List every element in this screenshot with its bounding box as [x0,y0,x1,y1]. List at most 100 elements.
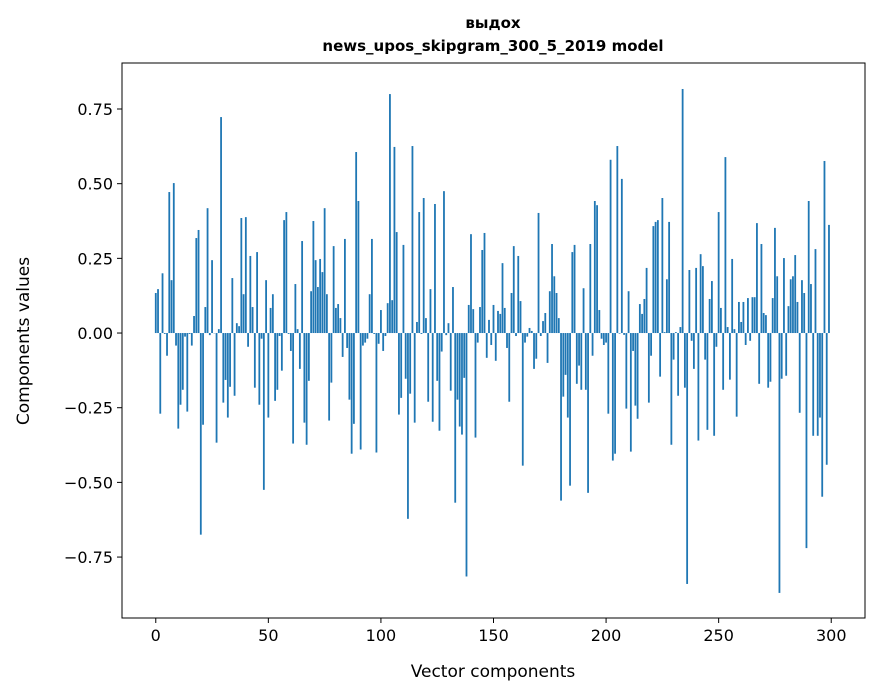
bar-component-254 [727,327,729,333]
bar-component-183 [567,333,569,418]
bar-component-59 [288,333,290,334]
bar-component-131 [450,333,452,391]
bar-component-37 [238,326,240,333]
bar-component-225 [661,198,663,333]
bar-component-249 [715,333,717,347]
bar-component-250 [718,212,720,333]
bar-component-118 [421,333,423,334]
bar-component-88 [353,333,355,424]
bar-component-121 [427,333,429,402]
bar-component-202 [610,160,612,333]
bar-component-55 [279,333,281,336]
bar-component-219 [648,333,650,403]
bar-component-32 [227,333,229,418]
bar-component-218 [646,268,648,333]
bar-component-33 [229,333,231,387]
bar-component-299 [828,225,830,333]
y-tick-label: 0.50 [77,175,113,194]
y-axis-ticks: −0.75−0.50−0.250.000.250.500.75 [64,100,122,567]
bar-component-86 [349,333,351,400]
bar-component-224 [659,333,661,377]
bar-component-197 [598,310,600,333]
bar-component-237 [688,270,690,333]
bar-component-242 [700,254,702,333]
bar-component-47 [261,333,263,339]
bar-component-133 [454,333,456,503]
bar-component-186 [574,245,576,333]
bar-component-223 [657,220,659,333]
x-tick-label: 250 [703,626,734,645]
bar-component-266 [754,297,756,333]
bar-component-30 [222,333,224,403]
bar-component-141 [472,309,474,333]
bar-component-298 [826,333,828,465]
bar-component-154 [502,263,504,333]
bar-component-99 [378,333,380,344]
bar-component-68 [308,333,310,381]
bar-component-287 [801,280,803,333]
bar-component-201 [607,333,609,414]
bar-component-49 [265,280,267,333]
bar-component-168 [533,333,535,369]
bar-component-200 [605,333,607,343]
bar-component-11 [180,333,182,405]
bar-component-43 [252,307,254,333]
bar-component-161 [517,256,519,333]
bar-component-41 [247,333,249,347]
y-tick-label: 0.00 [77,324,113,343]
bar-component-294 [817,333,819,436]
bar-component-267 [756,223,758,333]
bar-component-45 [256,252,258,333]
bar-component-77 [328,333,330,421]
bar-component-271 [765,315,767,333]
bar-component-286 [799,333,801,413]
bar-component-292 [812,333,814,436]
x-tick-label: 200 [591,626,622,645]
y-tick-label: 0.75 [77,100,113,119]
bar-component-109 [400,333,402,398]
bar-component-291 [810,284,812,333]
bar-component-240 [695,268,697,333]
bar-component-235 [684,333,686,388]
bar-component-128 [443,191,445,333]
bar-component-270 [763,313,765,333]
bar-component-136 [461,333,463,435]
bar-component-238 [691,333,693,341]
bar-component-148 [488,320,490,333]
bar-component-176 [551,244,553,333]
bar-component-228 [668,222,670,333]
bar-component-236 [686,333,688,584]
bar-component-222 [655,222,657,333]
bar-component-144 [479,307,481,333]
y-tick-label: 0.25 [77,249,113,268]
bar-component-211 [630,333,632,452]
bar-component-137 [463,333,465,378]
bar-component-196 [596,205,598,333]
bar-component-53 [274,333,276,401]
bar-component-89 [355,152,357,333]
bar-component-134 [457,333,459,400]
bar-component-296 [821,333,823,497]
bar-component-231 [675,332,677,333]
bar-component-178 [556,293,558,333]
bar-component-208 [623,333,625,335]
bar-component-14 [186,333,188,412]
bar-component-74 [321,272,323,333]
bar-component-213 [634,333,636,406]
bar-component-135 [459,333,461,426]
bar-component-132 [452,287,454,333]
bar-component-269 [761,244,763,333]
bar-component-165 [526,333,528,337]
bar-component-221 [652,226,654,333]
bar-component-179 [558,318,560,333]
bar-component-13 [184,333,186,337]
bar-component-0 [155,293,157,333]
bar-component-251 [720,308,722,333]
bar-component-192 [587,333,589,493]
bar-component-50 [267,333,269,418]
bar-component-288 [803,293,805,333]
bar-component-113 [409,333,411,394]
bar-component-278 [781,333,783,379]
bar-component-142 [475,333,477,438]
bar-component-12 [182,333,184,390]
